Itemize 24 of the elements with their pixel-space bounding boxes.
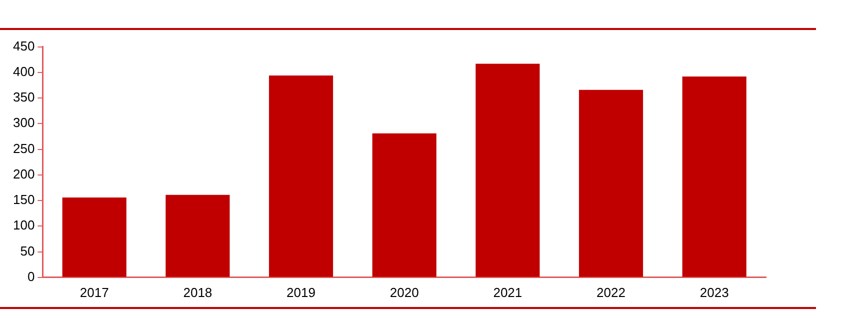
bar bbox=[166, 194, 230, 277]
y-tick-label: 50 bbox=[20, 243, 35, 258]
y-tick-label: 350 bbox=[12, 90, 35, 105]
y-tick-label: 250 bbox=[12, 140, 35, 156]
x-tick-label: 2022 bbox=[596, 284, 626, 300]
bar bbox=[372, 133, 436, 277]
x-tick-label: 2017 bbox=[80, 284, 109, 300]
bar bbox=[682, 76, 746, 277]
bar bbox=[476, 64, 540, 277]
x-tick-label: 2023 bbox=[700, 284, 729, 300]
x-tick-label: 2021 bbox=[493, 284, 522, 300]
y-tick-label: 400 bbox=[12, 64, 35, 79]
y-tick-label: 300 bbox=[12, 115, 35, 130]
x-tick-label: 2020 bbox=[390, 284, 419, 300]
bar bbox=[268, 75, 334, 277]
y-tick-label: 100 bbox=[12, 218, 35, 233]
x-tick-label: 2019 bbox=[286, 284, 316, 300]
bar bbox=[578, 90, 644, 277]
y-tick-label: 200 bbox=[12, 166, 35, 182]
x-tick-label: 2018 bbox=[183, 284, 212, 300]
y-tick-label: 150 bbox=[12, 192, 35, 208]
y-tick-label: 450 bbox=[12, 38, 35, 54]
bar bbox=[62, 197, 126, 277]
y-tick-label: 0 bbox=[27, 268, 35, 284]
